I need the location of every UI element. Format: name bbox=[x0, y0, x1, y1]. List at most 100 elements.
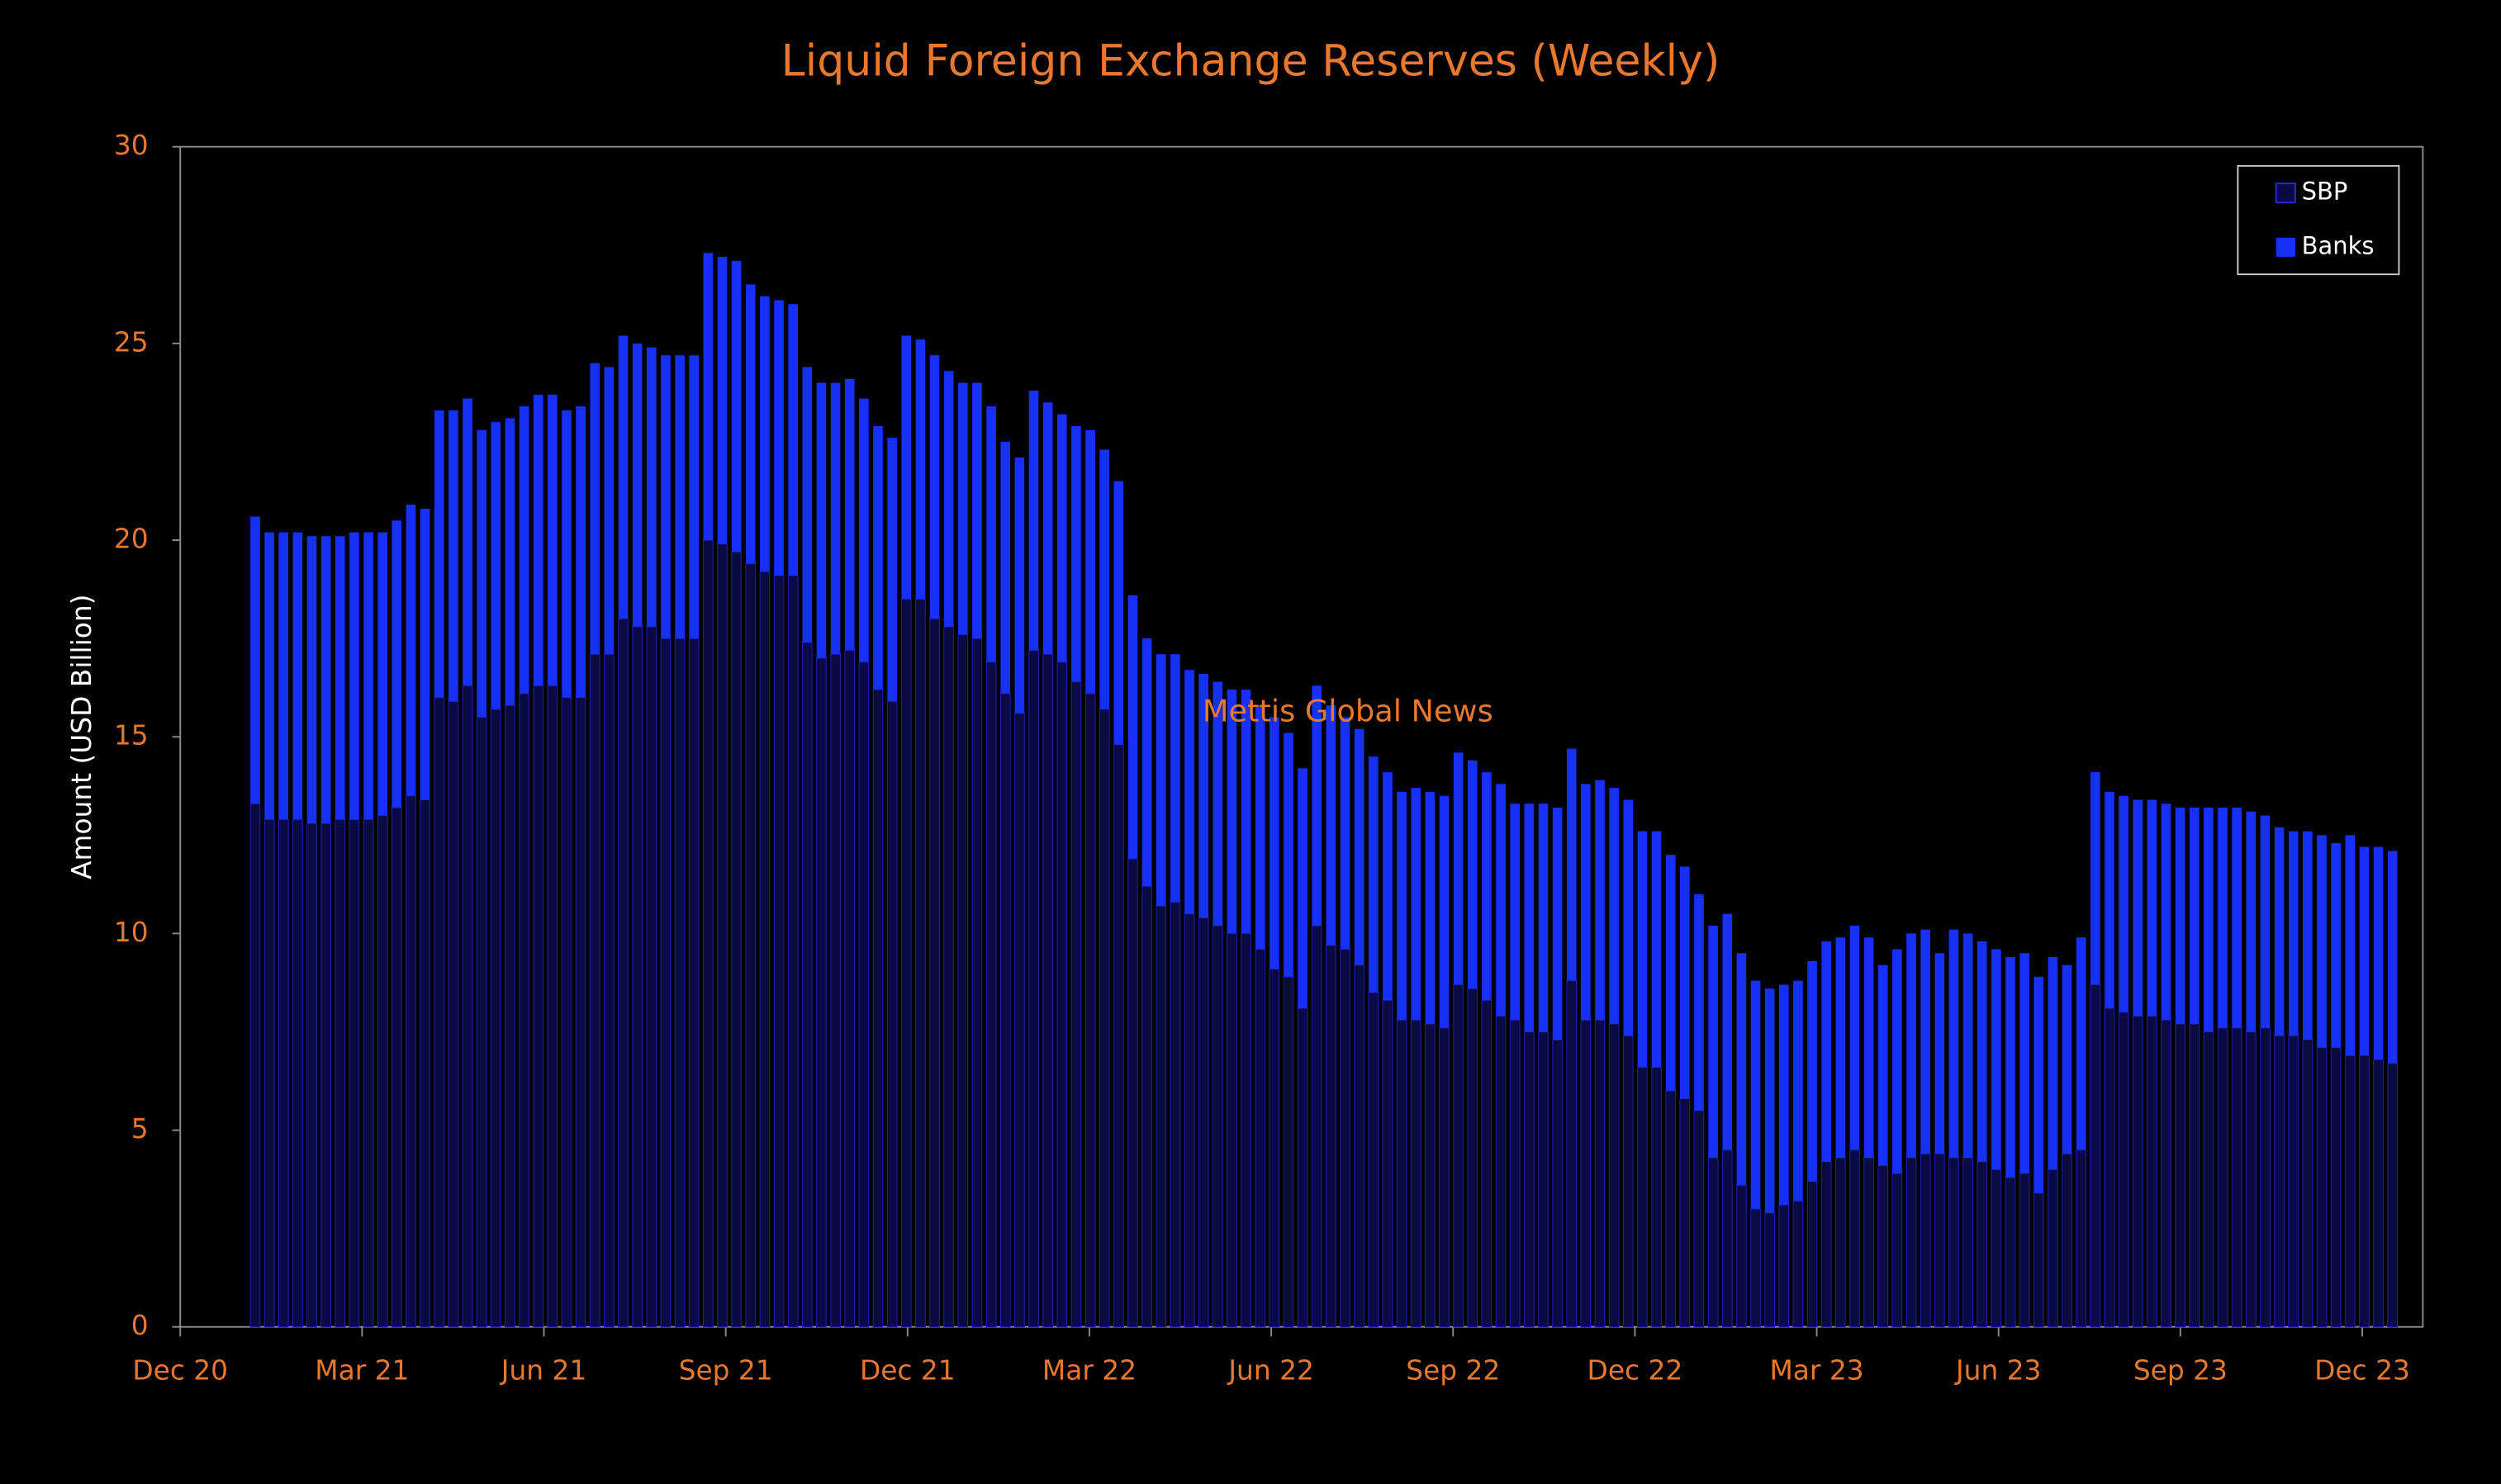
legend-swatch bbox=[2276, 237, 2295, 257]
bar-banks bbox=[1156, 654, 1166, 907]
bar-banks bbox=[2317, 835, 2327, 1048]
bar-sbp bbox=[1891, 1173, 1903, 1328]
bar-sbp bbox=[1354, 964, 1365, 1328]
bar-sbp bbox=[589, 653, 600, 1328]
bar-sbp bbox=[2203, 1031, 2214, 1328]
bar-sbp bbox=[349, 818, 360, 1328]
bar-sbp bbox=[1622, 1035, 1634, 1328]
bar-sbp bbox=[2033, 1192, 2044, 1328]
bar-sbp bbox=[1170, 901, 1181, 1328]
bar-sbp bbox=[1778, 1204, 1790, 1328]
bar-banks bbox=[548, 394, 558, 686]
bar-banks bbox=[972, 382, 982, 639]
bar-banks bbox=[576, 406, 586, 698]
bar-banks bbox=[377, 532, 388, 816]
bar-sbp bbox=[1948, 1157, 1959, 1328]
bar-sbp bbox=[2302, 1039, 2314, 1328]
bar-banks bbox=[1920, 929, 1930, 1154]
bar-banks bbox=[1326, 705, 1336, 946]
bar-banks bbox=[1778, 984, 1789, 1206]
bar-sbp bbox=[1721, 1149, 1733, 1328]
bar-banks bbox=[1411, 788, 1421, 1021]
bar-banks bbox=[1581, 784, 1591, 1021]
bar-sbp bbox=[1042, 653, 1054, 1328]
bar-banks bbox=[774, 300, 784, 576]
bar-sbp bbox=[1439, 1027, 1450, 1328]
bar-sbp bbox=[2260, 1027, 2271, 1328]
bar-banks bbox=[1284, 733, 1293, 977]
bar-banks bbox=[1609, 788, 1619, 1024]
bar-sbp bbox=[1991, 1169, 2002, 1328]
bar-sbp bbox=[1283, 976, 1294, 1328]
bar-sbp bbox=[1806, 1180, 1818, 1328]
bar-banks bbox=[2288, 831, 2299, 1036]
bar-banks bbox=[1312, 685, 1322, 926]
bar-sbp bbox=[2118, 1012, 2129, 1328]
bar-sbp bbox=[434, 697, 445, 1328]
bar-banks bbox=[1722, 913, 1733, 1150]
bar-sbp bbox=[801, 642, 813, 1328]
bar-banks bbox=[1042, 402, 1053, 655]
bar-banks bbox=[1793, 980, 1803, 1202]
bar-banks bbox=[873, 425, 883, 690]
bar-banks bbox=[830, 382, 841, 655]
bar-sbp bbox=[263, 818, 275, 1328]
bar-banks bbox=[1014, 458, 1025, 714]
bar-sbp bbox=[377, 814, 388, 1328]
bar-banks bbox=[1750, 980, 1761, 1209]
bar-banks bbox=[1524, 804, 1535, 1032]
bar-banks bbox=[320, 536, 331, 824]
bar-sbp bbox=[1156, 905, 1167, 1328]
bar-sbp bbox=[1241, 932, 1251, 1328]
bar-banks bbox=[533, 394, 543, 686]
bar-sbp bbox=[1212, 925, 1223, 1328]
bar-sbp bbox=[2019, 1173, 2030, 1328]
bar-sbp bbox=[1255, 948, 1266, 1328]
bar-sbp bbox=[1580, 1019, 1592, 1328]
bar-sbp bbox=[2146, 1015, 2157, 1328]
bar-banks bbox=[1127, 595, 1138, 859]
bar-banks bbox=[915, 339, 926, 600]
bar-banks bbox=[604, 367, 615, 655]
bar-banks bbox=[1482, 772, 1492, 1001]
legend-label: Banks bbox=[2302, 231, 2375, 259]
bar-banks bbox=[491, 422, 501, 709]
bar-sbp bbox=[2161, 1019, 2171, 1328]
bar-sbp bbox=[1481, 999, 1493, 1328]
bar-banks bbox=[2331, 842, 2341, 1048]
bar-sbp bbox=[278, 818, 289, 1328]
bar-banks bbox=[745, 284, 756, 564]
bar-sbp bbox=[2076, 1149, 2087, 1328]
bar-sbp bbox=[816, 657, 827, 1328]
bar-sbp bbox=[1934, 1153, 1945, 1328]
bar-sbp bbox=[731, 551, 743, 1328]
bar-banks bbox=[1269, 717, 1279, 970]
bar-sbp bbox=[1877, 1164, 1889, 1328]
bar-banks bbox=[2019, 953, 2029, 1173]
bar-sbp bbox=[2090, 984, 2101, 1328]
bar-sbp bbox=[2245, 1031, 2257, 1328]
bar-banks bbox=[1198, 674, 1208, 918]
bar-sbp bbox=[1920, 1153, 1931, 1328]
bar-sbp bbox=[1311, 925, 1322, 1328]
bar-banks bbox=[943, 371, 954, 627]
bar-banks bbox=[2090, 772, 2100, 985]
bar-banks bbox=[632, 343, 643, 627]
bar-sbp bbox=[787, 575, 799, 1328]
bar-sbp bbox=[1679, 1098, 1691, 1328]
bar-banks bbox=[1368, 756, 1379, 993]
bar-banks bbox=[2076, 937, 2086, 1150]
bar-banks bbox=[2062, 965, 2072, 1154]
bar-sbp bbox=[1198, 917, 1209, 1328]
bar-banks bbox=[1354, 728, 1364, 965]
bar-banks bbox=[1028, 391, 1039, 651]
bar-banks bbox=[1821, 941, 1832, 1162]
bar-sbp bbox=[1552, 1039, 1563, 1328]
bar-banks bbox=[1934, 953, 1945, 1154]
bar-banks bbox=[1694, 894, 1704, 1111]
bar-banks bbox=[250, 516, 260, 804]
chart-title: Liquid Foreign Exchange Reserves (Weekly… bbox=[781, 36, 1720, 86]
bar-sbp bbox=[604, 653, 615, 1328]
bar-sbp bbox=[1637, 1066, 1648, 1328]
